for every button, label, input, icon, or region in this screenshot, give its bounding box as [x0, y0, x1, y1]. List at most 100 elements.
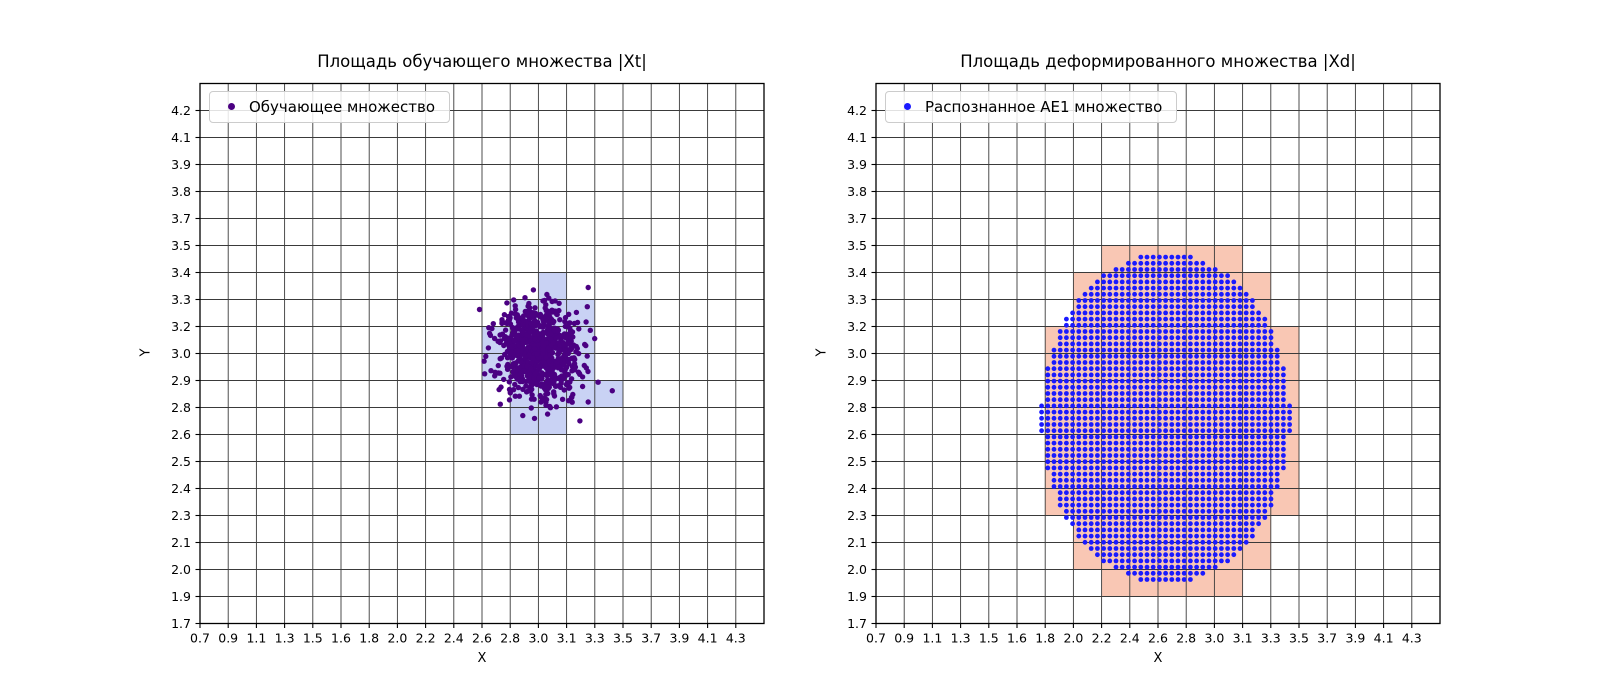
- x-tick-label: 1.5: [303, 631, 323, 646]
- y-tick-label: 3.5: [171, 238, 191, 253]
- x-tick-label: 1.1: [922, 631, 942, 646]
- y-tick-label: 2.6: [847, 427, 867, 442]
- x-tick-label: 2.2: [1092, 631, 1112, 646]
- x-tick-label: 2.8: [1176, 631, 1196, 646]
- x-tick-label: 0.9: [894, 631, 914, 646]
- y-tick-label: 2.1: [171, 535, 191, 550]
- y-axis-label-training: Y: [138, 348, 154, 356]
- x-tick-label: 1.3: [275, 631, 295, 646]
- x-tick-label: 1.8: [359, 631, 379, 646]
- y-tick-label: 4.1: [847, 130, 867, 145]
- legend-marker-dot-deformed: [904, 103, 911, 111]
- y-tick-label: 2.3: [847, 508, 867, 523]
- y-tick-label: 1.7: [171, 616, 191, 631]
- y-tick-label: 2.4: [847, 481, 867, 496]
- ticks-training-set: 0.7 0.9 1.1 1.3 1.5 1.6 1.8 2.0 2.2 2.4 2.6 2.8 3.0 3…: [171, 103, 746, 646]
- y-tick-label: 3.8: [171, 184, 191, 199]
- x-tick-label: 3.0: [528, 631, 548, 646]
- x-tick-label: 1.6: [331, 631, 351, 646]
- scatter-points-training-set: [476, 284, 615, 424]
- outlier-point: [609, 388, 615, 394]
- legend-deformed: Распознанное AE1 множество: [885, 90, 1178, 123]
- y-tick-label: 3.9: [847, 157, 867, 172]
- y-tick-label: 3.4: [171, 265, 191, 280]
- y-tick-label: 3.2: [171, 319, 191, 334]
- x-tick-label: 2.0: [387, 631, 407, 646]
- y-tick-label: 2.5: [171, 454, 191, 469]
- x-tick-label: 0.7: [190, 631, 210, 646]
- y-tick-label: 2.9: [847, 373, 867, 388]
- y-tick-label: 2.5: [847, 454, 867, 469]
- highlight-cell-row: [538, 272, 567, 300]
- y-tick-label: 2.3: [171, 508, 191, 523]
- x-tick-label: 3.5: [613, 631, 633, 646]
- y-tick-label: 1.9: [171, 589, 191, 604]
- x-tick-label: 3.0: [1204, 631, 1224, 646]
- x-tick-label: 2.8: [500, 631, 520, 646]
- y-tick-label: 3.4: [847, 265, 867, 280]
- x-tick-label: 1.8: [1035, 631, 1055, 646]
- x-tick-label: 3.9: [1345, 631, 1365, 646]
- y-tick-label: 2.8: [171, 400, 191, 415]
- y-tick-label: 2.0: [847, 562, 867, 577]
- y-tick-label: 4.2: [171, 103, 191, 118]
- legend-marker-dot-training: [228, 103, 235, 111]
- x-tick-label: 3.7: [641, 631, 661, 646]
- x-tick-label: 2.0: [1063, 631, 1083, 646]
- y-tick-label: 2.6: [171, 427, 191, 442]
- x-tick-label: 2.6: [1148, 631, 1168, 646]
- y-tick-label: 2.8: [847, 400, 867, 415]
- x-tick-label: 3.3: [1261, 631, 1281, 646]
- y-tick-label: 3.8: [847, 184, 867, 199]
- y-tick-label: 3.3: [171, 292, 191, 307]
- x-tick-label: 4.1: [698, 631, 718, 646]
- y-tick-label: 1.7: [847, 616, 867, 631]
- y-tick-label: 3.0: [847, 346, 867, 361]
- x-tick-label: 0.9: [218, 631, 238, 646]
- x-tick-label: 2.2: [416, 631, 436, 646]
- x-tick-label: 2.6: [472, 631, 492, 646]
- y-tick-label: 3.2: [847, 319, 867, 334]
- legend-training: Обучающее множество: [209, 90, 451, 123]
- x-tick-label: 4.1: [1374, 631, 1394, 646]
- grid-training-set: [200, 83, 764, 624]
- x-tick-label: 3.1: [557, 631, 577, 646]
- x-tick-label: 3.7: [1317, 631, 1337, 646]
- y-tick-label: 2.0: [171, 562, 191, 577]
- x-tick-label: 3.1: [1233, 631, 1253, 646]
- y-tick-label: 3.7: [171, 211, 191, 226]
- x-tick-label: 1.3: [951, 631, 971, 646]
- y-tick-label: 3.3: [847, 292, 867, 307]
- y-tick-label: 4.1: [171, 130, 191, 145]
- plot-title-deformed: Площадь деформированного множества |Xd|: [960, 52, 1356, 71]
- y-tick-label: 2.4: [171, 481, 191, 496]
- x-tick-label: 2.4: [444, 631, 464, 646]
- ticks-deformed-set: 0.7 0.9 1.1 1.3 1.5 1.6 1.8 2.0 2.2 2.4 2.6 2.8 3.0 3…: [847, 103, 1422, 646]
- y-tick-label: 2.9: [171, 373, 191, 388]
- legend-label-deformed: Распознанное AE1 множество: [925, 97, 1163, 116]
- y-tick-label: 3.7: [847, 211, 867, 226]
- x-tick-label: 2.4: [1120, 631, 1140, 646]
- x-tick-label: 1.1: [246, 631, 266, 646]
- x-tick-label: 0.7: [866, 631, 886, 646]
- y-tick-label: 3.0: [171, 346, 191, 361]
- plot-area-training-set: 0.7 0.9 1.1 1.3 1.5 1.6 1.8 2.0 2.2 2.4 2.6 2.8 3.0 3…: [171, 82, 765, 646]
- y-tick-label: 1.9: [847, 589, 867, 604]
- y-tick-label: 3.5: [847, 238, 867, 253]
- y-tick-label: 3.9: [171, 157, 191, 172]
- x-tick-label: 1.5: [979, 631, 999, 646]
- plot-area-deformed-set: 0.7 0.9 1.1 1.3 1.5 1.6 1.8 2.0 2.2 2.4 2.6 2.8 3.0 3…: [847, 82, 1441, 646]
- scatter-points-deformed-set: [1039, 254, 1292, 582]
- x-axis-label-training: X: [477, 650, 487, 666]
- y-axis-label-deformed: Y: [814, 348, 830, 356]
- x-tick-label: 4.3: [726, 631, 746, 646]
- legend-label-training: Обучающее множество: [249, 97, 436, 116]
- x-tick-label: 4.3: [1402, 631, 1422, 646]
- x-tick-label: 3.5: [1289, 631, 1309, 646]
- x-axis-label-deformed: X: [1153, 650, 1163, 666]
- y-tick-label: 4.2: [847, 103, 867, 118]
- y-tick-label: 2.1: [847, 535, 867, 550]
- x-tick-label: 3.9: [669, 631, 689, 646]
- x-tick-label: 1.6: [1007, 631, 1027, 646]
